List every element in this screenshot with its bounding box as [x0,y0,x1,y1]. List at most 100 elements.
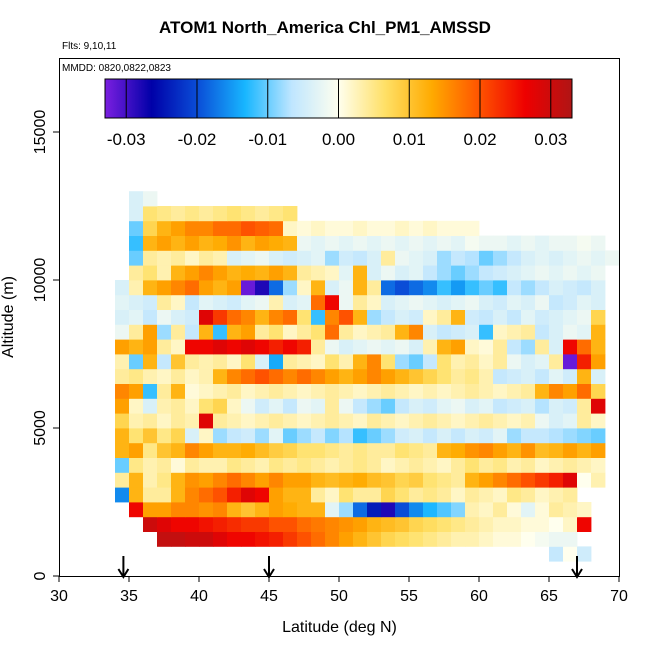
flights-annotation: Flts: 9,10,11 [62,41,117,52]
heatmap-cell [493,235,508,251]
heatmap-cell [423,265,438,281]
heatmap-cell [241,339,256,355]
x-tick-label: 50 [330,588,348,605]
heatmap-cell [339,398,354,414]
heatmap-cell [143,294,158,310]
heatmap-cell [325,502,340,518]
heatmap-cell [591,354,606,370]
heatmap-cell [577,265,592,281]
heatmap-cell [521,324,536,340]
heatmap-cell [115,280,130,296]
heatmap-cell [311,531,326,547]
heatmap-cell [185,398,200,414]
heatmap-cell [199,413,214,429]
heatmap-cell [325,368,340,384]
heatmap-cell [451,294,466,310]
heatmap-cell [339,280,354,296]
heatmap-cell [479,265,494,281]
heatmap-cell [451,442,466,458]
heatmap-cell [339,309,354,325]
heatmap-cell [283,206,298,222]
heatmap-cell [171,428,186,444]
heatmap-cell [437,398,452,414]
heatmap-cell [269,235,284,251]
heatmap-cell [283,413,298,429]
heatmap-cell [367,220,382,236]
heatmap-cell [381,309,396,325]
heatmap-cell [549,265,564,281]
heatmap-cell [311,235,326,251]
heatmap-cell [493,368,508,384]
heatmap-cell [213,309,228,325]
heatmap-cell [129,294,144,310]
heatmap-cell [423,250,438,266]
heatmap-cell [507,235,522,251]
heatmap-cell [227,442,242,458]
down-arrow-icon [571,556,583,579]
heatmap-cell [227,531,242,547]
heatmap-cell [213,324,228,340]
heatmap-cell [437,354,452,370]
heatmap-cell [549,383,564,399]
heatmap-cell [157,294,172,310]
heatmap-cell [297,368,312,384]
heatmap-cell [143,472,158,488]
heatmap-cell [297,383,312,399]
x-tick-label: 55 [400,588,418,605]
y-tick-label: 10000 [32,258,49,303]
heatmap-cell [563,546,578,562]
heatmap-cell [395,339,410,355]
heatmap-cell [507,457,522,473]
heatmap-cell [241,324,256,340]
heatmap-cell [339,472,354,488]
heatmap-cell [241,413,256,429]
heatmap-cell [549,368,564,384]
heatmap-cell [493,354,508,370]
flight-arrows [117,556,583,579]
heatmap-cell [563,250,578,266]
heatmap-cell [549,457,564,473]
heatmap-cell [409,502,424,518]
heatmap-cell [381,442,396,458]
heatmap-cell [185,487,200,503]
heatmap-cell [479,250,494,266]
heatmap-cell [283,294,298,310]
heatmap-cell [395,398,410,414]
heatmap-cell [381,457,396,473]
heatmap-cell [213,250,228,266]
heatmap-cell [185,531,200,547]
heatmap-cell [269,531,284,547]
heatmap-cell [325,487,340,503]
heatmap-cell [311,487,326,503]
heatmap-cell [409,457,424,473]
heatmap-cell [255,383,270,399]
heatmap-cell [381,280,396,296]
heatmap-cell [395,502,410,518]
heatmap-cell [339,294,354,310]
heatmap-cell [311,250,326,266]
heatmap-cell [311,368,326,384]
heatmap-cell [535,398,550,414]
heatmap-cell [465,383,480,399]
heatmap-cell [395,250,410,266]
heatmap-cell [129,413,144,429]
heatmap-cell [493,487,508,503]
heatmap-cell [199,324,214,340]
heatmap-cell [507,502,522,518]
heatmap-cell [255,516,270,532]
heatmap-cell [241,383,256,399]
heatmap-cell [143,324,158,340]
heatmap-cell [521,294,536,310]
heatmap-cell [395,368,410,384]
heatmap-cell [465,413,480,429]
heatmap-cell [549,472,564,488]
heatmap-cell [157,265,172,281]
heatmap-cell [325,250,340,266]
heatmap-cell [409,250,424,266]
y-tick-label: 15000 [32,110,49,155]
heatmap-cell [367,309,382,325]
heatmap-cell [339,250,354,266]
heatmap-cell [451,280,466,296]
heatmap-cell [353,368,368,384]
heatmap-cell [157,368,172,384]
